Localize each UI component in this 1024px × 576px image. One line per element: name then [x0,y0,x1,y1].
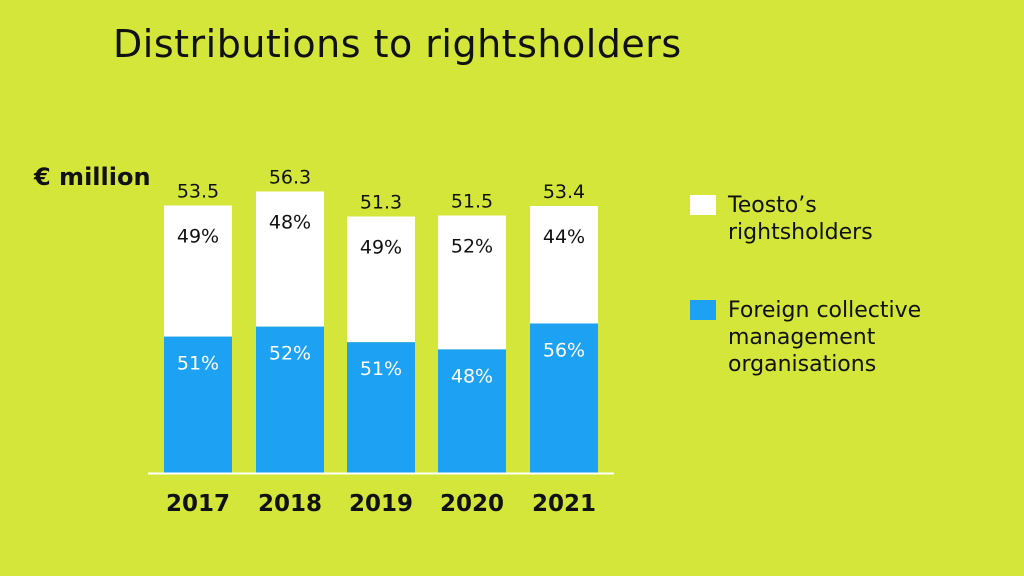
percent-label-teosto: 52% [451,236,493,258]
bar-segment-foreign [438,349,506,473]
percent-label-foreign: 56% [543,339,585,361]
x-tick-label: 2021 [532,491,596,517]
percent-label-teosto: 49% [360,237,402,259]
bar-segment-teosto [347,216,415,343]
total-label: 53.4 [543,181,585,203]
bar-segment-foreign [347,342,415,473]
total-label: 51.5 [451,191,493,213]
percent-label-foreign: 51% [360,358,402,380]
bar-segment-foreign [256,326,324,473]
x-tick-label: 2018 [258,491,322,517]
bar-segment-teosto [438,215,506,350]
chart-title: Distributions to rightsholders [113,22,682,66]
bar-segment-teosto [530,206,598,324]
percent-label-foreign: 52% [269,343,311,365]
total-label: 56.3 [269,167,311,189]
total-label: 53.5 [177,181,219,203]
legend-label-foreign: Foreign collective management organisati… [728,298,922,377]
percent-label-foreign: 48% [451,365,493,387]
percent-label-teosto: 44% [543,226,585,248]
percent-label-teosto: 48% [269,212,311,234]
bar-segment-teosto [256,191,324,327]
bar-segment-foreign [530,323,598,473]
legend-swatch-teosto [690,195,716,215]
bar-segment-teosto [164,205,232,337]
x-tick-label: 2019 [349,491,413,517]
legend-label-teosto: Teosto’s rightsholders [728,193,873,245]
x-tick-label: 2017 [166,491,230,517]
total-label: 51.3 [360,192,402,214]
percent-label-foreign: 51% [177,353,219,375]
x-tick-label: 2020 [440,491,504,517]
bar-segment-foreign [164,336,232,473]
percent-label-teosto: 49% [177,226,219,248]
unit-label: € million [34,163,151,191]
legend-swatch-foreign [690,300,716,320]
